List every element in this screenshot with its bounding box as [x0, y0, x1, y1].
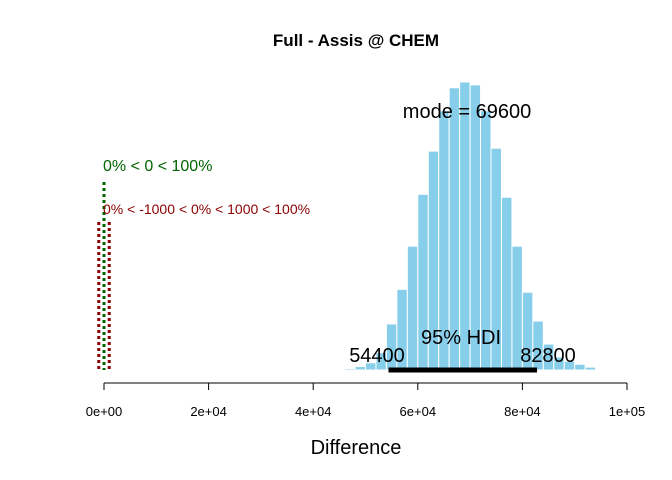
x-tick-label: 0e+00: [86, 404, 123, 419]
histogram-bar: [354, 366, 367, 371]
rope-label: 0% < -1000 < 0% < 1000 < 100%: [103, 201, 310, 217]
mode-label: mode = 69600: [403, 101, 531, 123]
x-tick-label: 8e+04: [504, 404, 541, 419]
histogram-bar: [333, 368, 346, 371]
histogram-bar: [406, 245, 419, 371]
histogram-bar: [344, 368, 356, 371]
x-tick-label: 6e+04: [400, 404, 437, 419]
x-tick-label: 2e+04: [190, 404, 227, 419]
x-axis-label: Difference: [311, 437, 402, 459]
histogram-bar: [584, 366, 597, 371]
histogram-bar: [574, 363, 586, 371]
histogram-bars: [333, 81, 597, 371]
x-tick-label: 4e+04: [295, 404, 332, 419]
x-axis: 0e+00 2e+04 4e+04 6e+04 8e+04 1e+05: [86, 382, 646, 419]
x-tick-label: 1e+05: [609, 404, 646, 419]
hdi-label: 95% HDI: [421, 327, 501, 349]
chart-title: Full - Assis @ CHEM: [273, 31, 439, 50]
histogram-bar: [500, 196, 513, 371]
hdi-high-label: 82800: [520, 345, 576, 367]
comparison-label: 0% < 0 < 100%: [103, 158, 212, 175]
hdi-low-label: 54400: [349, 345, 405, 367]
